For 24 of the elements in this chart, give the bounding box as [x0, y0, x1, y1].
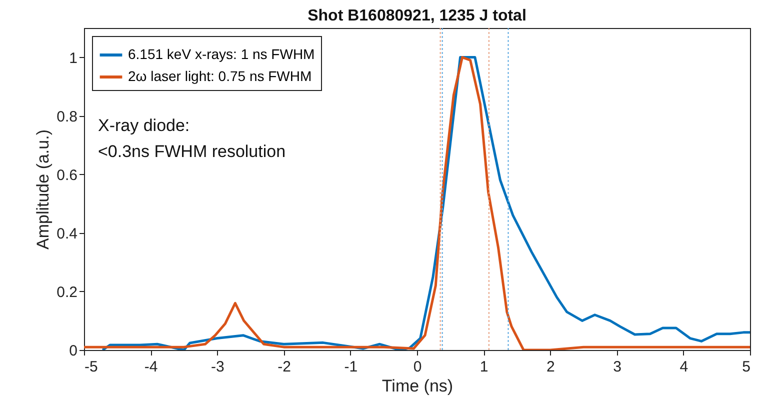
annotation: <0.3ns FWHM resolution	[98, 142, 286, 161]
x-tick-label: -4	[144, 358, 158, 376]
legend-label: 2ω laser light: 0.75 ns FWHM	[128, 68, 312, 84]
y-tick-label: 0	[69, 342, 78, 360]
chart-title: Shot B16080921, 1235 J total	[308, 8, 526, 24]
y-tick-label: 0.6	[56, 166, 78, 184]
legend-label: 6.151 keV x-rays: 1 ns FWHM	[128, 46, 315, 62]
x-axis-title: Time (ns)	[382, 376, 454, 396]
y-tick-label: 1	[69, 50, 78, 67]
x-tick-label: 2	[546, 358, 555, 376]
y-axis-title: Amplitude (a.u.)	[34, 130, 53, 250]
x-tick-label: -3	[211, 358, 224, 376]
y-tick-label: 0.4	[56, 225, 78, 242]
x-tick-label: 4	[680, 358, 688, 376]
x-tick-label: 5	[742, 358, 750, 376]
y-tick-label: 0.2	[56, 284, 78, 301]
x-tick-label: 3	[613, 358, 622, 376]
annotation: X-ray diode:	[98, 116, 190, 135]
x-tick-label: -5	[84, 358, 98, 376]
x-tick-label: -2	[278, 358, 291, 376]
x-tick-label: 1	[480, 358, 488, 376]
y-tick-label: 0.8	[56, 108, 78, 126]
x-tick-label: 0	[413, 358, 422, 376]
x-tick-label: -1	[344, 358, 358, 376]
